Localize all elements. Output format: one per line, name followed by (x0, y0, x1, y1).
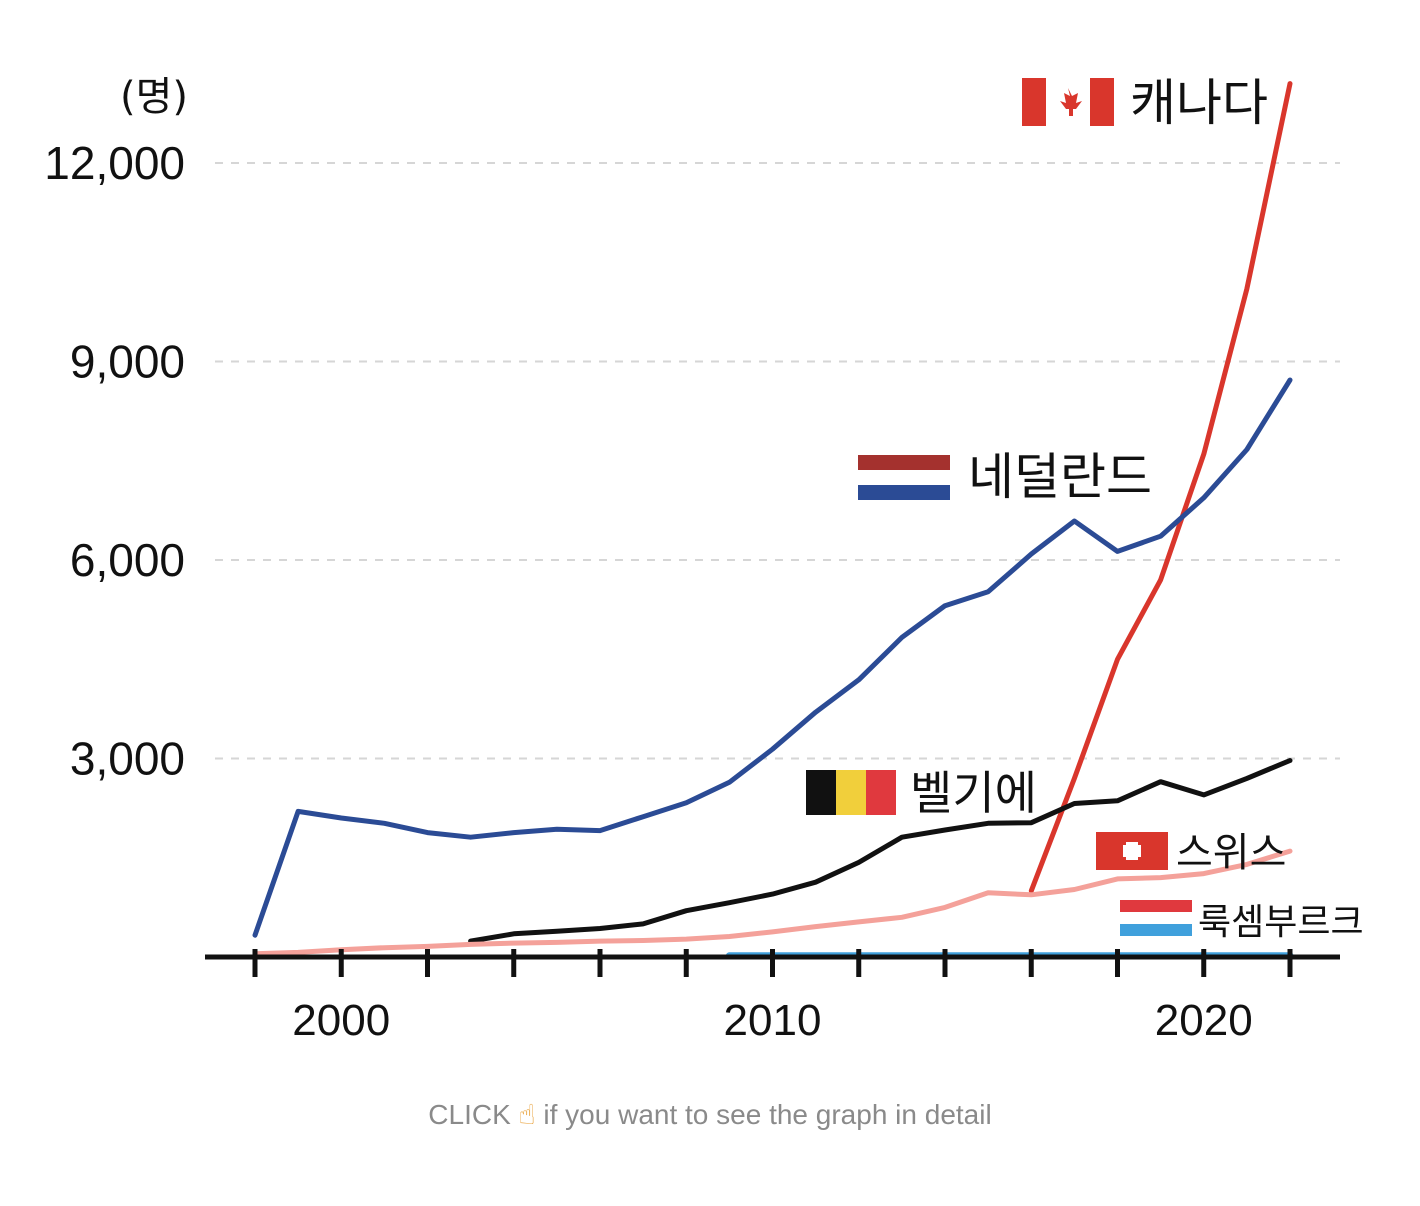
chart-container: 3,000 6,000 9,000 12,000 (명) 2000 2010 2020 캐… (0, 0, 1420, 1080)
belgium-flag-black (806, 770, 836, 815)
netherlands-flag-middle (858, 470, 950, 485)
legend-luxembourg: 룩셈부르크 (1120, 900, 1364, 943)
legend-belgium: 벨기에 (806, 766, 1037, 820)
y-tick-label: 9,000 (70, 336, 185, 388)
x-axis (205, 949, 1340, 977)
x-tick-label: 2000 (292, 996, 390, 1045)
y-tick-label: 3,000 (70, 733, 185, 785)
label-canada: 캐나다 (1130, 74, 1268, 132)
caption-click-text: CLICK (428, 1099, 511, 1130)
legend-canada: 캐나다 (1022, 74, 1268, 132)
legend-switzerland: 스위스 (1096, 830, 1286, 876)
canada-flag-left-band (1022, 78, 1046, 126)
x-tick-label: 2020 (1155, 996, 1253, 1045)
belgium-flag-red (866, 770, 896, 815)
canada-flag-right-band (1090, 78, 1114, 126)
line-chart[interactable]: 3,000 6,000 9,000 12,000 (명) 2000 2010 2020 캐… (0, 0, 1420, 1080)
swiss-cross-icon-horizontal (1123, 845, 1141, 857)
label-belgium: 벨기에 (910, 766, 1037, 820)
series-line[interactable] (252, 377, 1293, 938)
maple-leaf-icon (1060, 88, 1082, 116)
series-line[interactable] (252, 848, 1293, 957)
y-tick-label: 12,000 (44, 137, 185, 189)
series-line[interactable] (1028, 81, 1293, 894)
pointing-hand-icon: ☝ (518, 1098, 536, 1131)
y-tick-label: 6,000 (70, 534, 185, 586)
y-axis-unit-label: (명) (120, 74, 188, 120)
luxembourg-flag-top (1120, 900, 1192, 912)
x-axis-tick-labels: 2000 2010 2020 (292, 996, 1252, 1045)
x-tick-label: 2010 (724, 996, 822, 1045)
netherlands-flag-bottom (858, 485, 950, 500)
netherlands-flag-top (858, 455, 950, 470)
luxembourg-flag-middle (1120, 912, 1192, 924)
series-line[interactable] (468, 758, 1293, 944)
label-netherlands: 네덜란드 (968, 448, 1152, 506)
y-axis-tick-labels: 3,000 6,000 9,000 12,000 (44, 137, 185, 785)
label-switzerland: 스위스 (1176, 830, 1286, 876)
series-lines (252, 81, 1294, 960)
label-luxembourg: 룩셈부르크 (1198, 902, 1364, 943)
belgium-flag-yellow (836, 770, 866, 815)
luxembourg-flag-bottom (1120, 924, 1192, 936)
grid-lines (215, 162, 1340, 760)
caption-detail-text: if you want to see the graph in detail (543, 1099, 992, 1130)
legend-netherlands: 네덜란드 (858, 448, 1152, 506)
caption-link[interactable]: CLICK ☝ if you want to see the graph in … (0, 1098, 1420, 1131)
